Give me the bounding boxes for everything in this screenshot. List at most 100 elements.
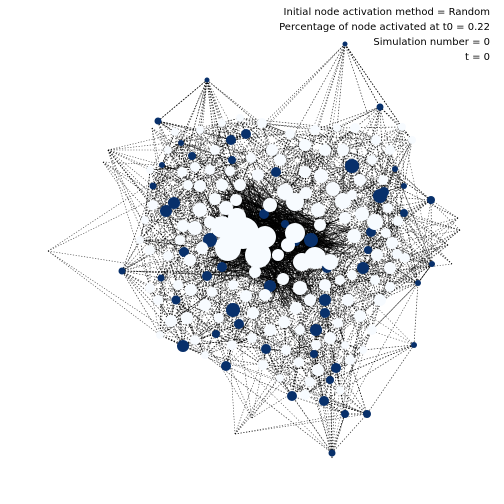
graph-edge bbox=[361, 212, 405, 215]
graph-edge bbox=[239, 117, 337, 369]
graph-edge bbox=[206, 221, 376, 277]
inactive-node bbox=[276, 374, 284, 382]
graph-edge bbox=[332, 139, 413, 190]
graph-edge bbox=[314, 129, 361, 181]
graph-edge bbox=[102, 161, 196, 168]
graph-edge bbox=[251, 337, 287, 351]
graph-edge bbox=[177, 159, 373, 286]
graph-edge bbox=[324, 312, 341, 391]
graph-edge bbox=[218, 284, 326, 319]
graph-edge bbox=[209, 157, 252, 171]
graph-edge bbox=[354, 106, 381, 129]
graph-edge bbox=[152, 204, 211, 223]
graph-edge bbox=[152, 198, 216, 206]
graph-edge bbox=[177, 251, 185, 286]
active-node bbox=[310, 324, 322, 336]
graph-edge bbox=[329, 367, 337, 381]
graph-edge bbox=[298, 274, 353, 363]
graph-edge bbox=[304, 367, 337, 396]
inactive-node bbox=[400, 253, 410, 263]
graph-edge bbox=[332, 188, 381, 197]
graph-edge bbox=[47, 250, 206, 356]
graph-edge bbox=[326, 127, 338, 269]
graph-edge bbox=[339, 279, 373, 331]
inactive-node bbox=[337, 144, 349, 156]
graph-edge bbox=[342, 149, 363, 215]
graph-edge bbox=[149, 287, 172, 322]
graph-edge bbox=[149, 239, 181, 251]
graph-edge bbox=[194, 309, 234, 341]
graph-edge bbox=[179, 225, 184, 241]
graph-edge bbox=[389, 267, 419, 284]
graph-edge bbox=[231, 295, 247, 346]
inactive-node bbox=[148, 200, 158, 210]
graph-edge bbox=[189, 259, 234, 286]
graph-edge bbox=[389, 257, 406, 288]
graph-edge bbox=[206, 226, 223, 277]
graph-edge bbox=[324, 126, 403, 314]
graph-edge bbox=[206, 275, 220, 319]
graph-edge bbox=[181, 171, 196, 229]
graph-edge bbox=[121, 185, 154, 272]
graph-edge bbox=[324, 282, 419, 314]
active-node bbox=[118, 267, 126, 275]
graph-edge bbox=[206, 79, 232, 141]
graph-edge bbox=[342, 149, 453, 265]
graph-edge bbox=[157, 120, 201, 131]
graph-edge bbox=[170, 320, 206, 356]
graph-edge bbox=[391, 229, 461, 244]
active-node bbox=[157, 274, 165, 282]
inactive-node bbox=[370, 275, 380, 285]
graph-edge bbox=[285, 349, 306, 396]
inactive-node bbox=[347, 229, 361, 243]
inactive-node bbox=[314, 169, 328, 183]
graph-edge bbox=[47, 159, 233, 252]
active-node bbox=[259, 209, 269, 219]
graph-edge bbox=[375, 106, 381, 141]
inactive-node bbox=[398, 123, 406, 131]
graph-edge bbox=[245, 295, 297, 309]
graph-edge bbox=[324, 279, 376, 286]
graph-edge bbox=[337, 322, 351, 361]
graph-edge bbox=[161, 164, 373, 331]
graph-edge bbox=[183, 79, 208, 253]
graph-edge bbox=[107, 149, 162, 279]
graph-edge bbox=[299, 329, 319, 371]
graph-edge bbox=[320, 175, 381, 301]
graph-edge bbox=[139, 239, 203, 249]
graph-edge bbox=[190, 266, 223, 291]
active-node bbox=[149, 182, 157, 190]
graph-edge bbox=[245, 133, 331, 339]
graph-edge bbox=[331, 344, 346, 454]
graph-edge bbox=[152, 185, 192, 291]
graph-edge bbox=[121, 270, 184, 347]
graph-edge bbox=[272, 210, 298, 223]
inactive-node bbox=[333, 124, 341, 132]
inactive-node bbox=[184, 254, 196, 266]
graph-edge bbox=[218, 266, 223, 319]
graph-edge bbox=[279, 312, 326, 379]
active-node bbox=[154, 117, 162, 125]
graph-edge bbox=[230, 133, 291, 141]
inactive-node bbox=[381, 228, 391, 238]
graph-edge bbox=[315, 312, 326, 346]
active-node bbox=[177, 340, 189, 352]
active-node bbox=[342, 41, 348, 47]
graph-edge bbox=[329, 349, 364, 381]
graph-edge bbox=[329, 337, 333, 454]
graph-edge bbox=[102, 161, 259, 256]
graph-edge bbox=[181, 79, 208, 173]
inactive-node bbox=[354, 174, 366, 186]
graph-edge bbox=[204, 295, 247, 306]
graph-edge bbox=[152, 149, 216, 206]
graph-edge bbox=[170, 289, 192, 322]
graph-edge bbox=[231, 329, 271, 346]
inactive-node bbox=[342, 294, 354, 306]
inactive-node bbox=[259, 289, 271, 301]
inactive-node bbox=[215, 235, 241, 261]
graph-edge bbox=[173, 184, 223, 204]
graph-edge bbox=[396, 217, 459, 255]
graph-edge bbox=[199, 139, 232, 187]
graph-edge bbox=[157, 120, 232, 141]
graph-edge bbox=[315, 344, 337, 369]
